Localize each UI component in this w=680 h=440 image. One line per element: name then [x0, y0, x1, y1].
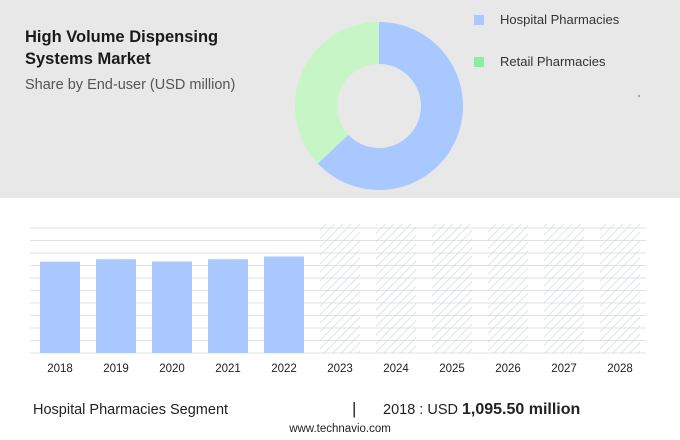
- legend-swatch-hospital: [474, 15, 484, 25]
- decorative-dot: [638, 95, 640, 97]
- x-tick-label-2023: 2023: [327, 363, 353, 375]
- legend-label-hospital: Hospital Pharmacies: [500, 12, 620, 27]
- x-tick-label-2019: 2019: [103, 363, 129, 375]
- bar-2019: [96, 259, 136, 353]
- bar-2022: [264, 256, 304, 353]
- x-tick-label-2024: 2024: [383, 363, 409, 375]
- x-tick-label-2022: 2022: [271, 363, 297, 375]
- bar-2018: [40, 261, 80, 353]
- footer-divider: |: [352, 399, 357, 418]
- chart-subtitle: Share by End-user (USD million): [25, 77, 236, 93]
- footer-segment-label: Hospital Pharmacies Segment: [33, 402, 229, 418]
- forecast-bar-2025: [432, 224, 472, 353]
- x-tick-label-2025: 2025: [439, 363, 465, 375]
- forecast-bar-2027: [544, 224, 584, 353]
- x-tick-label-2027: 2027: [551, 363, 577, 375]
- donut-slice-retail-pharmacies: [295, 22, 379, 164]
- bar-2021: [208, 259, 248, 353]
- donut-slice-hospital-pharmacies: [317, 22, 463, 190]
- chart-title: High Volume Dispensing Systems Market: [25, 28, 219, 68]
- footer-value-amount: 1,095.50 million: [462, 401, 581, 418]
- x-tick-label-2026: 2026: [495, 363, 521, 375]
- bar-chart: 2018 2019 2020 2021 2022 2023 2024 2025 2026 2027…: [30, 224, 646, 375]
- x-tick-label-2021: 2021: [215, 363, 241, 375]
- bar-2020: [152, 261, 192, 353]
- x-tick-label-2028: 2028: [607, 363, 633, 375]
- legend-swatch-retail: [474, 57, 484, 67]
- forecast-bar-2024: [376, 224, 416, 353]
- forecast-bar-2028: [600, 224, 640, 353]
- source-link[interactable]: www.technavio.com: [289, 423, 391, 435]
- footer-value: 2018 : USD 1,095.50 million: [383, 401, 580, 419]
- forecast-bar-2023: [320, 224, 360, 353]
- legend-label-retail: Retail Pharmacies: [500, 54, 606, 69]
- forecast-bar-2026: [488, 224, 528, 353]
- x-tick-label-2020: 2020: [159, 363, 185, 375]
- donut-chart: [295, 22, 463, 190]
- x-tick-label-2018: 2018: [47, 363, 73, 375]
- footer-year-prefix: 2018 : USD: [383, 402, 462, 418]
